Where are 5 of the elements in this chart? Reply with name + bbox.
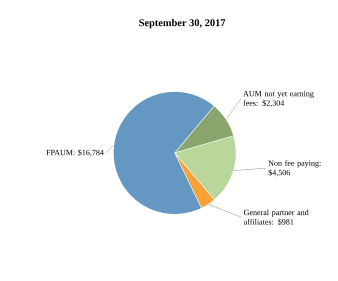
slice-label: AUM not yet earning fees: $2,304 <box>243 90 314 107</box>
chart-title: September 30, 2017 <box>139 18 226 28</box>
slice-label: FPAUM: $16,784 <box>46 149 104 156</box>
slice-label: Non fee paying: $4,506 <box>268 160 321 176</box>
slice-label: General partner and affiliates: $981 <box>244 209 309 225</box>
